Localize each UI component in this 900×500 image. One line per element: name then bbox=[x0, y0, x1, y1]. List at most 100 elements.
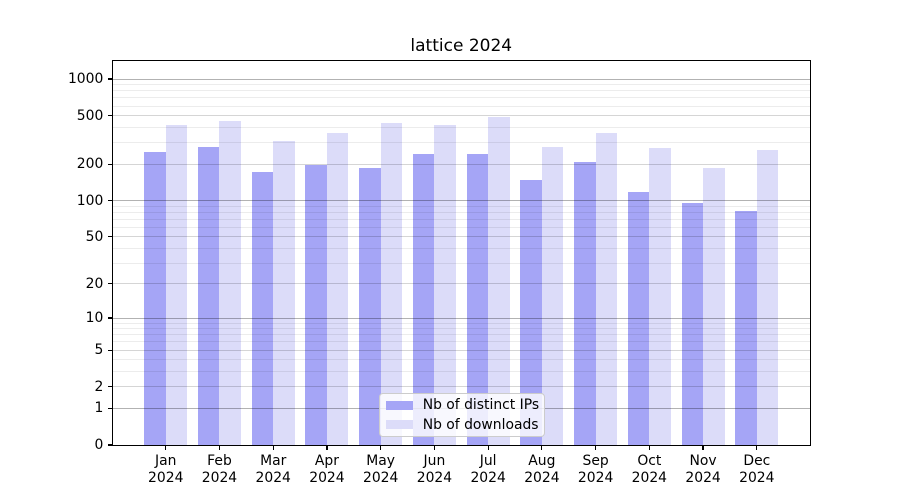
x-tick-label-jun: Jun 2024 bbox=[417, 453, 452, 486]
gridline-y-9 bbox=[112, 322, 810, 324]
x-tick-label-year: 2024 bbox=[362, 469, 399, 486]
legend-label-distinct-ips: Nb of distinct IPs bbox=[422, 397, 540, 414]
gridline-y-7 bbox=[112, 334, 810, 336]
gridline-y-2 bbox=[112, 386, 810, 388]
x-tick-label-aug: Aug 2024 bbox=[524, 453, 559, 486]
x-tick-dec bbox=[756, 446, 758, 451]
gridline-y-6 bbox=[112, 341, 810, 343]
x-tick-label-month: Mar bbox=[260, 453, 287, 470]
y-tick-500 bbox=[107, 115, 113, 117]
gridline-y-100 bbox=[112, 200, 810, 202]
gridline-y-700 bbox=[112, 97, 810, 99]
bar-may-distinct-ips bbox=[359, 167, 381, 445]
y-tick-label-1: 1 bbox=[94, 400, 104, 417]
x-tick-label-sep: Sep 2024 bbox=[578, 453, 613, 486]
gridline-y-300 bbox=[112, 142, 810, 144]
x-tick-label-month: May bbox=[366, 453, 396, 470]
bar-jul-downloads bbox=[488, 117, 510, 445]
x-tick-oct bbox=[648, 446, 650, 451]
y-tick-1000 bbox=[107, 78, 113, 80]
y-tick-label-200: 200 bbox=[76, 156, 104, 173]
bar-jan-downloads bbox=[165, 124, 188, 445]
x-tick-mar bbox=[272, 446, 274, 451]
bar-nov-downloads bbox=[703, 167, 725, 445]
bar-sep-downloads bbox=[595, 132, 618, 445]
x-tick-label-jul: Jul 2024 bbox=[470, 453, 505, 486]
x-tick-label-oct: Oct 2024 bbox=[632, 453, 667, 486]
y-tick-label-20: 20 bbox=[85, 275, 104, 292]
x-tick-label-year: 2024 bbox=[524, 469, 560, 486]
x-tick-aug bbox=[541, 446, 543, 451]
gridline-y-800 bbox=[112, 90, 810, 92]
gridline-y-70 bbox=[112, 218, 810, 220]
bar-jul-distinct-ips bbox=[466, 153, 489, 445]
x-tick-label-month: Sep bbox=[582, 453, 609, 470]
gridline-y-900 bbox=[112, 84, 810, 86]
y-tick-1 bbox=[107, 407, 113, 409]
bar-nov-distinct-ips bbox=[681, 202, 704, 445]
gridline-y-20 bbox=[112, 283, 810, 285]
x-tick-label-may: May 2024 bbox=[363, 453, 398, 486]
x-tick-label-year: 2024 bbox=[577, 469, 614, 486]
legend-label-downloads: Nb of downloads bbox=[422, 416, 539, 433]
x-tick-label-year: 2024 bbox=[470, 469, 506, 486]
gridline-y-1000 bbox=[112, 78, 810, 80]
gridline-y-200 bbox=[112, 163, 810, 165]
x-tick-label-year: 2024 bbox=[631, 469, 668, 486]
x-tick-feb bbox=[218, 446, 221, 451]
x-tick-label-year: 2024 bbox=[739, 469, 775, 486]
x-tick-label-apr: Apr 2024 bbox=[309, 453, 344, 486]
y-tick-20 bbox=[107, 283, 113, 285]
x-tick-nov bbox=[702, 446, 704, 451]
x-tick-label-month: Dec bbox=[743, 453, 771, 470]
gridline-y-90 bbox=[112, 205, 810, 207]
x-tick-label-month: Aug bbox=[528, 453, 556, 470]
x-tick-label-month: Jun bbox=[423, 453, 446, 470]
bar-may-downloads bbox=[380, 122, 403, 445]
gridline-y-10 bbox=[112, 317, 810, 319]
y-tick-label-100: 100 bbox=[76, 192, 104, 209]
x-tick-label-year: 2024 bbox=[685, 469, 721, 486]
gridline-y-50 bbox=[112, 236, 810, 238]
gridline-y-3 bbox=[112, 371, 810, 373]
gridline-y-500 bbox=[112, 115, 810, 117]
bar-aug-downloads bbox=[541, 147, 564, 445]
gridline-y-30 bbox=[112, 262, 810, 264]
x-tick-label-month: Apr bbox=[314, 453, 339, 470]
gridline-y-400 bbox=[112, 127, 810, 129]
legend-swatch-distinct-ips bbox=[386, 400, 414, 410]
gridline-y-600 bbox=[112, 105, 810, 107]
y-tick-200 bbox=[107, 163, 113, 165]
gridline-y-60 bbox=[112, 226, 810, 228]
bar-sep-distinct-ips bbox=[574, 161, 596, 445]
y-tick-2 bbox=[107, 386, 113, 388]
x-tick-label-month: Nov bbox=[689, 453, 717, 470]
gridline-y-8 bbox=[112, 328, 810, 330]
x-tick-jan bbox=[165, 446, 167, 451]
x-tick-label-year: 2024 bbox=[201, 469, 238, 486]
y-tick-label-10: 10 bbox=[85, 310, 104, 326]
x-tick-label-month: Oct bbox=[637, 453, 662, 470]
x-tick-label-year: 2024 bbox=[255, 469, 291, 486]
bar-jan-distinct-ips bbox=[144, 152, 166, 445]
x-tick-jun bbox=[433, 446, 435, 451]
x-tick-jul bbox=[487, 446, 489, 451]
x-tick-label-nov: Nov 2024 bbox=[685, 453, 720, 486]
x-tick-label-jan: Jan 2024 bbox=[148, 453, 183, 486]
x-tick-label-month: Jul bbox=[479, 453, 497, 470]
y-tick-label-1000: 1000 bbox=[67, 71, 104, 88]
x-tick-may bbox=[380, 446, 382, 451]
chart-title: lattice 2024 bbox=[410, 35, 513, 56]
y-tick-100 bbox=[107, 199, 113, 202]
y-tick-50 bbox=[107, 236, 113, 238]
bar-apr-downloads bbox=[326, 132, 349, 445]
bar-dec-distinct-ips bbox=[735, 210, 757, 445]
gridline-y-80 bbox=[112, 211, 810, 213]
x-tick-label-mar: Mar 2024 bbox=[256, 453, 291, 486]
bar-jun-distinct-ips bbox=[412, 153, 435, 445]
bar-mar-distinct-ips bbox=[251, 172, 274, 445]
x-tick-sep bbox=[595, 446, 597, 451]
legend: Nb of distinct IPs Nb of downloads bbox=[379, 392, 545, 438]
x-tick-label-dec: Dec 2024 bbox=[739, 453, 774, 486]
